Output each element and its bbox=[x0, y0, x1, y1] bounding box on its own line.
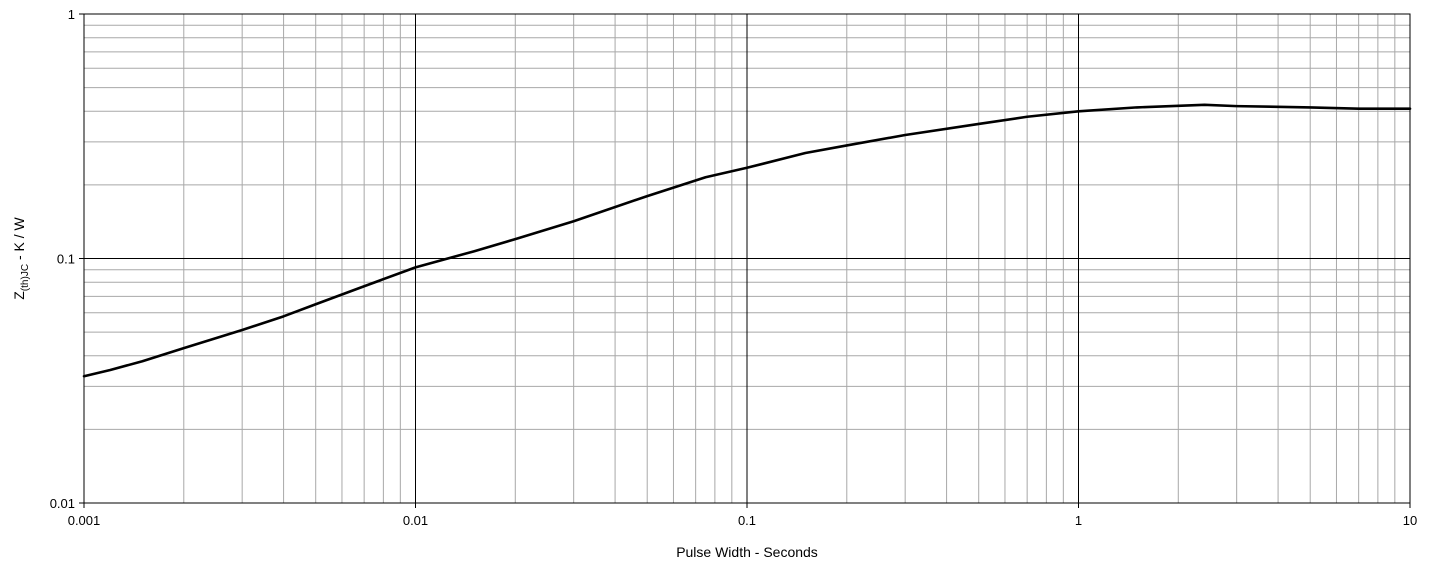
x-tick-labels: 0.001 0.01 0.1 1 10 bbox=[68, 513, 1418, 528]
y-axis-title-main: Z bbox=[11, 291, 27, 300]
x-tick-label: 0.001 bbox=[68, 513, 101, 528]
x-tick-label: 0.01 bbox=[403, 513, 428, 528]
series-line bbox=[82, 103, 1412, 378]
plot-area-frame bbox=[83, 13, 1411, 504]
y-tick-label: 0.01 bbox=[50, 496, 75, 511]
y-tick-label: 1 bbox=[68, 7, 75, 22]
series-layer bbox=[82, 103, 1412, 378]
x-tick-label: 1 bbox=[1075, 513, 1082, 528]
y-axis-title-subscript: (th)JC bbox=[20, 264, 31, 291]
y-tick-labels: 0.01 0.1 1 bbox=[50, 7, 75, 511]
x-tick-label: 0.1 bbox=[738, 513, 756, 528]
x-axis-title: Pulse Width - Seconds bbox=[676, 544, 818, 560]
x-tick-label: 10 bbox=[1403, 513, 1417, 528]
y-tick-label: 0.1 bbox=[57, 252, 75, 267]
y-axis-title: Z(th)JC - K / W bbox=[11, 216, 31, 299]
y-axis-title-rest: - K / W bbox=[11, 216, 27, 263]
